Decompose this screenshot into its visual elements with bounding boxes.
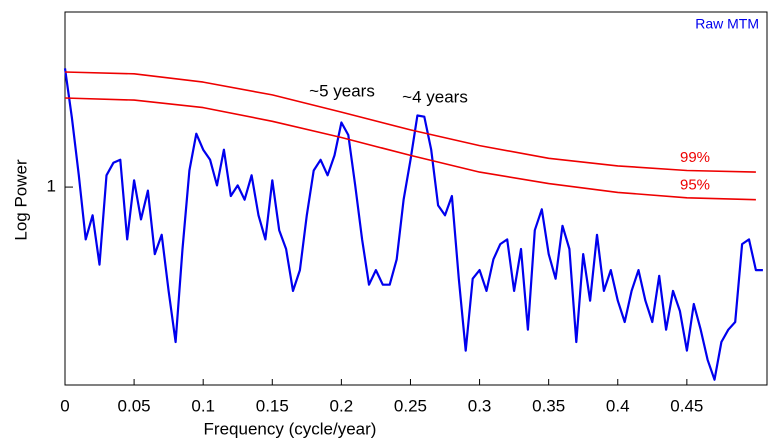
plot-frame — [64, 11, 768, 386]
x-tick-label: 0.15 — [256, 396, 289, 415]
series-line — [64, 97, 756, 201]
x-tick-label: 0.35 — [532, 396, 565, 415]
x-tick-label: 0.3 — [468, 396, 492, 415]
x-tick-label: 0.45 — [670, 396, 703, 415]
x-tick-label: 0.2 — [330, 396, 354, 415]
x-tick-label: 0.25 — [394, 396, 427, 415]
annotation: ~4 years — [402, 87, 468, 106]
legend-label: Raw MTM — [695, 16, 759, 32]
x-tick-label: 0.4 — [606, 396, 630, 415]
series-line — [64, 71, 756, 173]
x-tick-label: 0.05 — [118, 396, 151, 415]
x-axis-label: Frequency (cycle/year) — [204, 419, 377, 438]
y-tick-label: 1 — [47, 177, 56, 196]
line-label: 95% — [680, 177, 710, 194]
line-label: 99% — [680, 149, 710, 166]
series-line — [63, 68, 763, 381]
annotation: ~5 years — [309, 81, 375, 100]
x-tick-label: 0.1 — [191, 396, 215, 415]
x-tick-label: 0 — [60, 396, 69, 415]
y-axis-label: Log Power — [11, 159, 30, 241]
